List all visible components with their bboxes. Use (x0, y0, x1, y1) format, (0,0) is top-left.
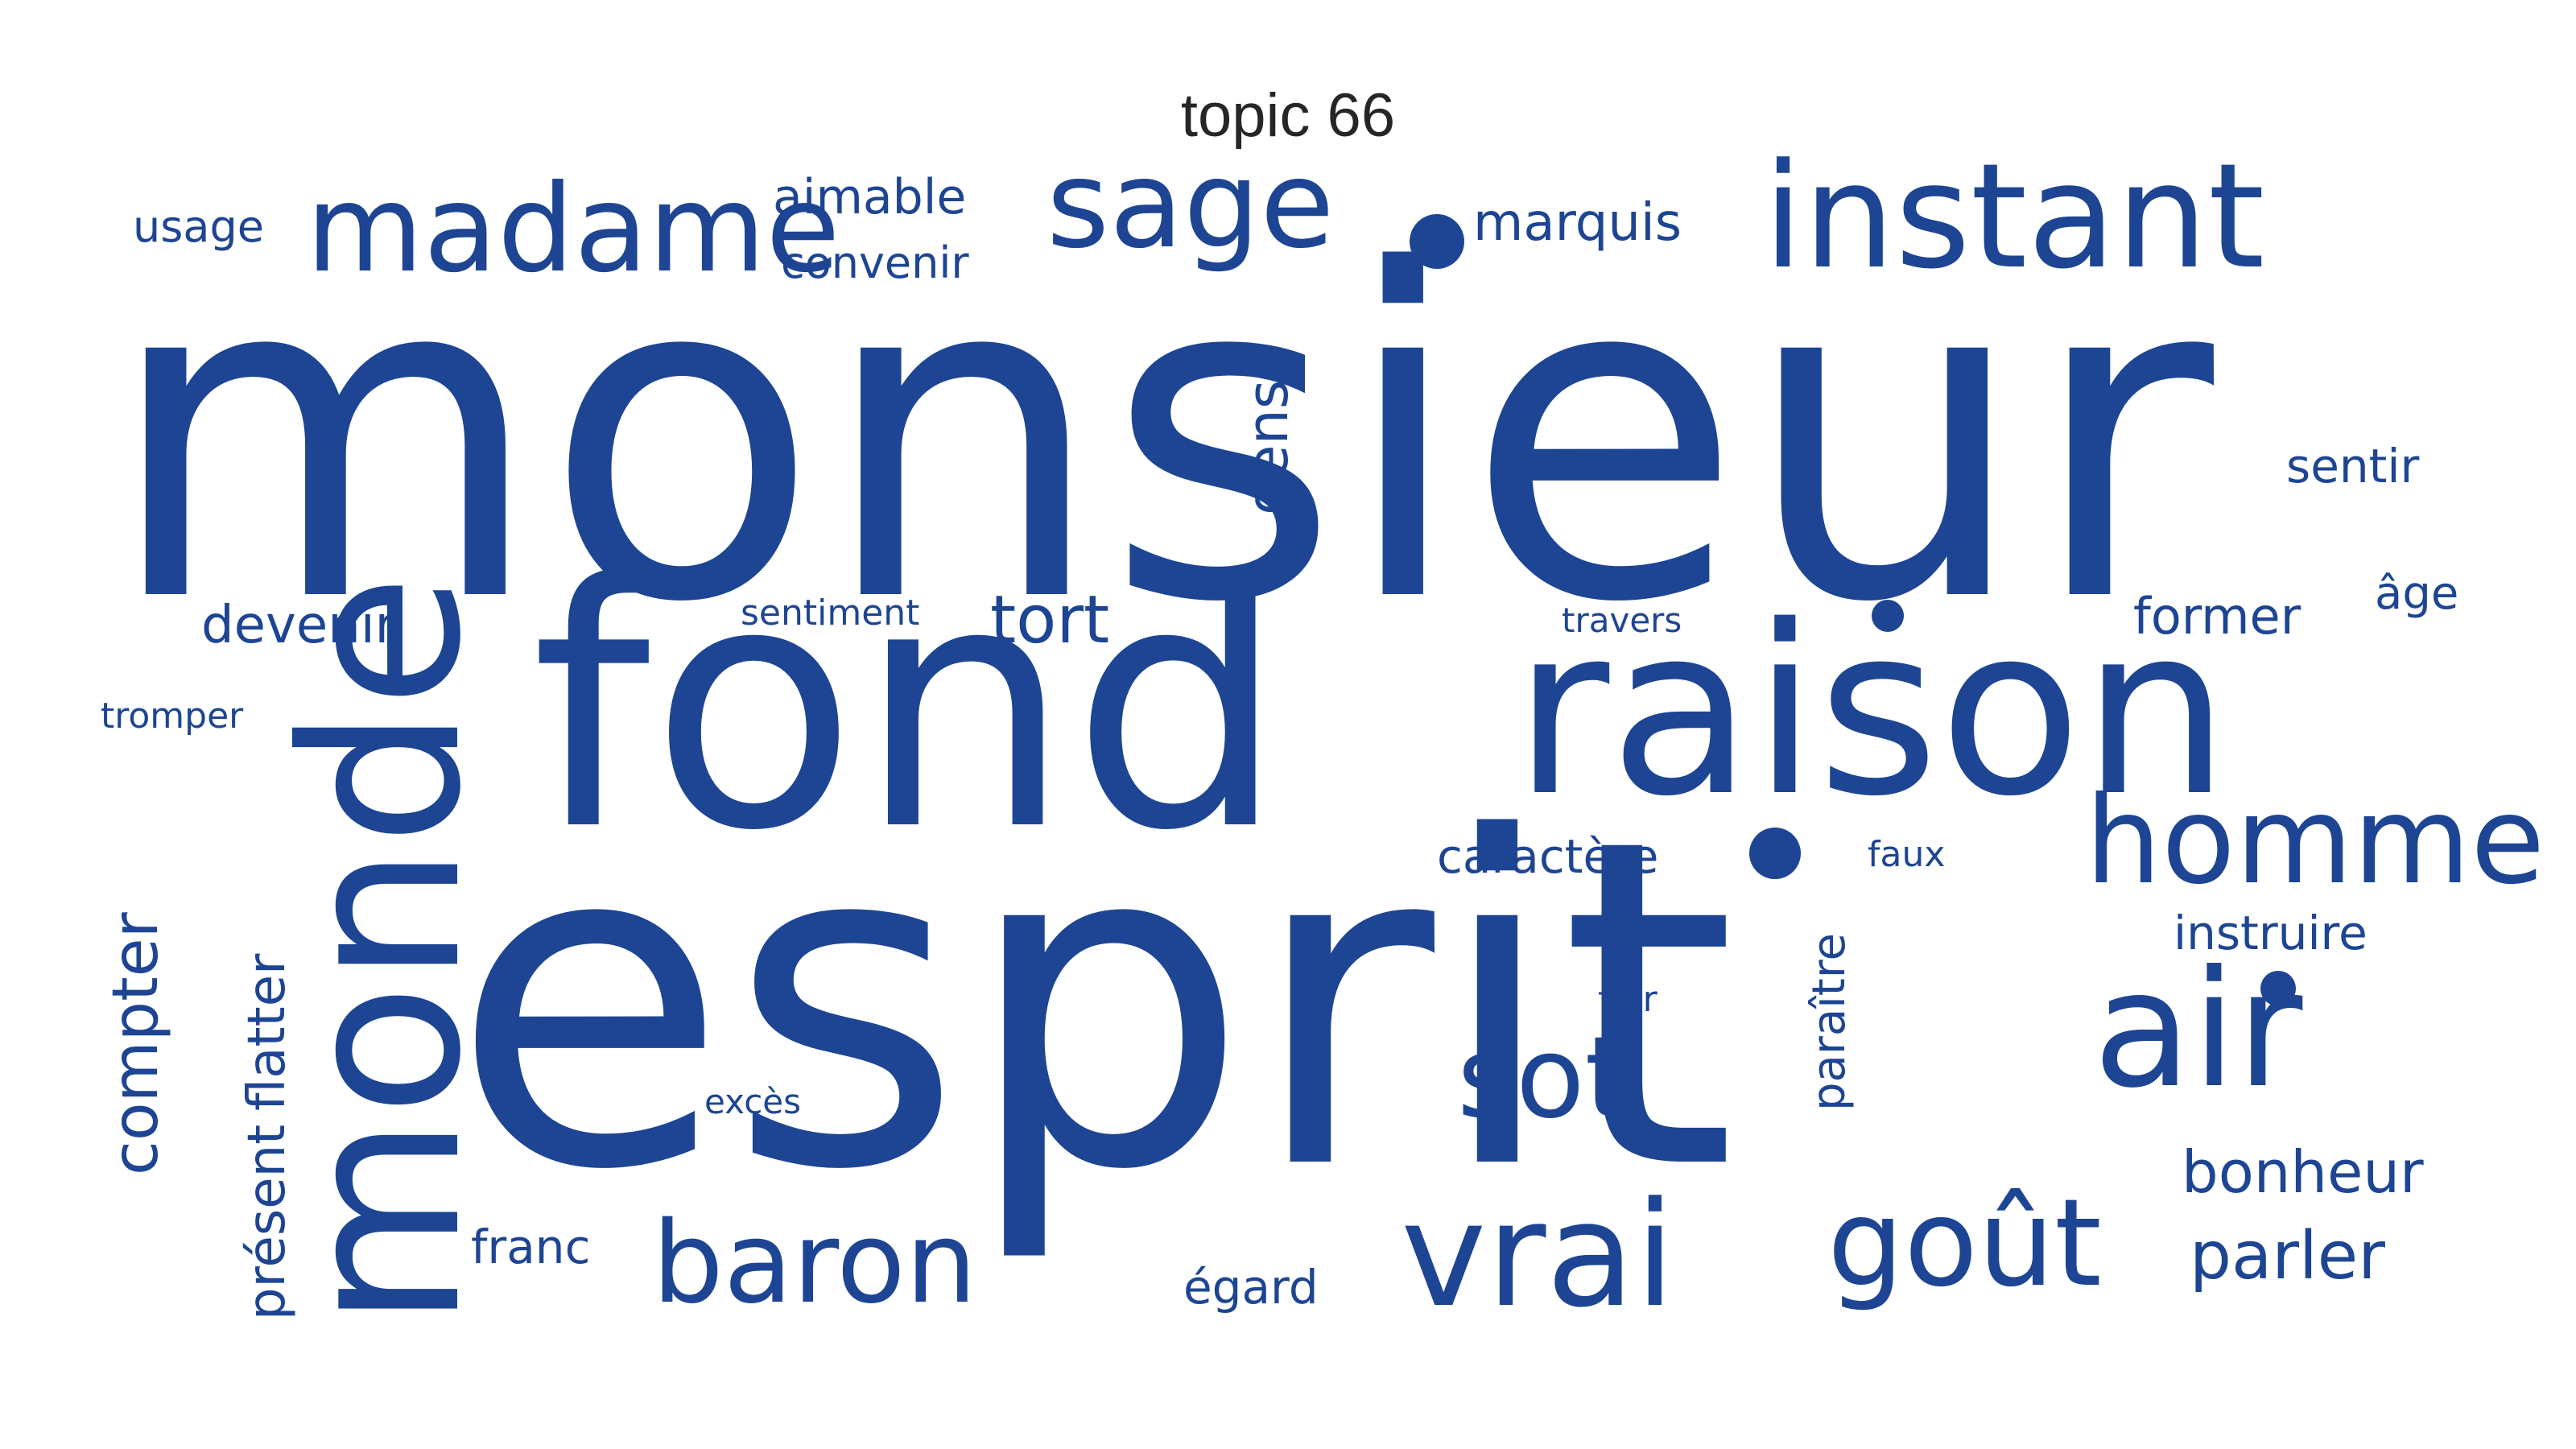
word-homme: homme (2085, 771, 2545, 911)
word-air: air (2093, 936, 2303, 1124)
word-convenir: convenir (781, 237, 969, 288)
word-devenir: devenir (201, 596, 396, 655)
word-fond: fond (531, 511, 1286, 905)
word-dot-2 (1749, 828, 1801, 879)
word-sot: sot (1457, 1013, 1629, 1144)
word-usage: usage (133, 201, 264, 252)
word-vrai: vrai (1401, 1171, 1675, 1340)
word-age: âge (2375, 568, 2459, 620)
word-instant: instant (1763, 133, 2265, 301)
word-aimable: aimable (773, 169, 967, 225)
word-tromper: tromper (101, 696, 244, 737)
word-faux: faux (1868, 834, 1946, 875)
word-monde: monde (255, 574, 509, 1328)
word-sage: sage (1046, 135, 1335, 275)
word-gout: goût (1827, 1174, 2102, 1314)
word-monsieur: monsieur (105, 176, 2215, 701)
word-parler: parler (2190, 1218, 2385, 1294)
word-fuir: fuir (1598, 979, 1657, 1020)
chart-title: topic 66 (1180, 81, 1396, 150)
word-flatter: flatter (237, 953, 297, 1111)
word-franc: franc (471, 1220, 591, 1274)
word-tort: tort (990, 582, 1110, 658)
word-compter: compter (100, 912, 172, 1175)
word-present: présent (237, 1124, 297, 1320)
word-egard: égard (1183, 1260, 1319, 1315)
word-gens: gens (1235, 379, 1301, 515)
word-raison: raison (1513, 576, 2230, 848)
word-sentiment: sentiment (741, 592, 920, 634)
word-esprit: esprit (451, 744, 1737, 1269)
word-baron: baron (652, 1198, 977, 1329)
word-sentir: sentir (2286, 439, 2420, 493)
word-exces: excès (704, 1082, 802, 1121)
word-dot-0 (1410, 214, 1464, 269)
word-travers: travers (1562, 601, 1682, 640)
word-paraitre: paraître (1803, 933, 1856, 1111)
word-former: former (2133, 587, 2301, 646)
word-dot-3 (2260, 971, 2296, 1006)
word-madame: madame (306, 159, 840, 299)
word-caractere: caractère (1437, 829, 1659, 884)
word-instruire: instruire (2174, 906, 2368, 960)
word-bonheur: bonheur (2182, 1138, 2424, 1206)
word-dot-1 (1872, 600, 1904, 632)
word-marquis: marquis (1473, 193, 1682, 253)
